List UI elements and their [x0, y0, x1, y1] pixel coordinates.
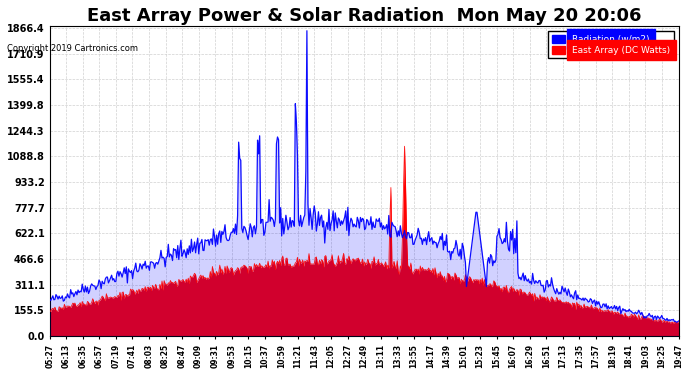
- Text: Copyright 2019 Cartronics.com: Copyright 2019 Cartronics.com: [7, 44, 138, 52]
- Legend: Radiation (w/m2), East Array (DC Watts): Radiation (w/m2), East Array (DC Watts): [548, 31, 674, 58]
- Title: East Array Power & Solar Radiation  Mon May 20 20:06: East Array Power & Solar Radiation Mon M…: [87, 7, 642, 25]
